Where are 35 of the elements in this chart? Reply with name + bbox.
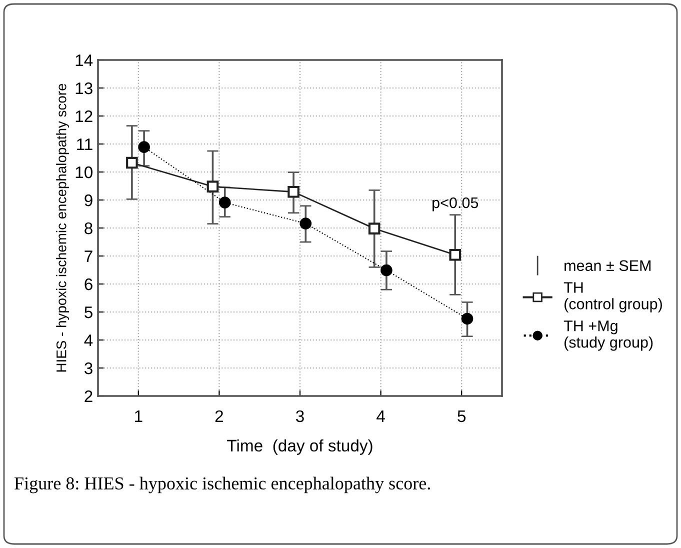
text: mean ± SEM [564,260,650,272]
y-tick-label: 7 [84,250,92,262]
point [206,180,219,192]
y-tick-label: 3 [84,362,92,374]
point [449,248,462,261]
x-tick-label: 2 [215,410,223,422]
y-axis-title: HIES - hypoxic ischemic encephalopathy score [56,84,70,372]
x-tick-label: 5 [458,410,466,422]
x-tick-label: 4 [376,410,385,422]
annotation: p<0.05 [432,197,478,212]
point [380,264,392,276]
legend-label: TH +Mg (study group) [564,320,653,351]
point [288,186,300,198]
y-tick-label: 4 [84,334,93,346]
point [368,222,380,234]
x-tick-label: 1 [135,410,142,422]
y-tick-label: 8 [84,222,92,234]
point [300,218,312,230]
y-tick-label: 11 [77,138,92,150]
x-axis-title: Time (day of study) [227,439,372,455]
y-tick-label: 12 [76,110,92,122]
y-tick-label: 2 [84,390,92,402]
y-tick-label: 6 [84,278,92,290]
x-tick-label: 3 [296,410,304,422]
point [461,312,474,325]
y-tick-label: 9 [84,194,92,206]
point [126,156,138,169]
point [138,141,150,153]
y-tick-label: 13 [76,82,92,94]
y-tick-label: 14 [76,54,93,66]
point [218,196,231,208]
legend-label: TH (control group) [564,282,662,312]
y-tick-label: 5 [84,306,92,318]
caption: Figure 8: HIES - hypoxic ischemic encephalopathy score. [14,476,430,494]
y-tick-label: 10 [76,166,92,178]
